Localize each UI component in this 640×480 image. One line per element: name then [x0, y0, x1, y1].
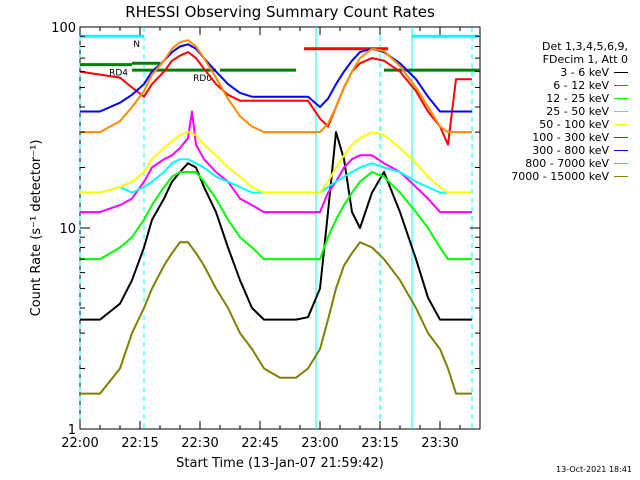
series-line-3-6-kev	[80, 131, 472, 321]
legend-entry-3-6-kev: 3 - 6 keV	[472, 66, 632, 79]
legend-swatch	[614, 150, 628, 151]
legend-entry-label: 25 - 50 keV	[546, 105, 609, 118]
x-tick-label: 23:15	[361, 436, 398, 451]
y-tick-label: 10	[59, 222, 76, 237]
series-line-800-7000-kev	[80, 39, 472, 134]
flag-label-rd4: RD4	[109, 69, 128, 79]
y-axis-ticks: 1 10 100	[51, 21, 480, 438]
legend: Det 1,3,4,5,6,9, FDecim 1, Att 0 3 - 6 k…	[472, 40, 632, 183]
y-tick-label: 100	[51, 21, 76, 36]
x-axis-ticks: 22:00 22:15 22:30 22:45 23:00 23:15 23:30	[61, 27, 481, 451]
x-tick-label: 22:15	[121, 436, 158, 451]
legend-entry-800-7000-kev: 800 - 7000 keV	[472, 157, 632, 170]
x-axis-label: Start Time (13-Jan-07 21:59:42)	[176, 456, 384, 471]
legend-entry-label: 800 - 7000 keV	[525, 157, 609, 170]
x-tick-label: 22:00	[61, 436, 98, 451]
legend-detector-line: Det 1,3,4,5,6,9,	[541, 40, 628, 53]
legend-swatch	[614, 137, 628, 138]
legend-entry-7000-15000-kev: 7000 - 15000 keV	[472, 170, 632, 183]
flag-label-rd0: RD0	[193, 74, 212, 84]
legend-entry-label: 100 - 300 keV	[532, 131, 609, 144]
series-line-7000-15000-kev	[80, 241, 472, 395]
series-lines	[79, 39, 472, 395]
series-line-50-100-kev	[80, 131, 472, 194]
legend-swatch	[614, 176, 628, 177]
legend-entry-100-300-kev: 100 - 300 keV	[472, 131, 632, 144]
legend-decim-line: FDecim 1, Att 0	[542, 53, 628, 66]
series-line-6-12-kev	[80, 110, 472, 214]
flag-label-n: N	[133, 40, 140, 50]
legend-entry-label: 12 - 25 keV	[546, 92, 609, 105]
flag-bars: N RD4 RD0	[80, 34, 480, 84]
series-line-100-300-kev	[79, 51, 472, 146]
legend-swatch	[614, 98, 628, 99]
legend-entry-300-800-kev: 300 - 800 keV	[472, 144, 632, 157]
legend-entries: 3 - 6 keV 6 - 12 keV 12 - 25 keV 25 - 50 ke…	[472, 66, 632, 183]
legend-entry-25-50-kev: 25 - 50 keV	[472, 105, 632, 118]
timestamp: 13-Oct-2021 18:41	[556, 465, 632, 474]
y-axis-label: Count Rate (s⁻¹ detector⁻¹)	[29, 140, 44, 317]
legend-swatch	[614, 163, 628, 164]
legend-entry-label: 6 - 12 keV	[553, 79, 609, 92]
series-line-12-25-kev	[80, 171, 472, 261]
legend-entry-label: 7000 - 15000 keV	[511, 170, 609, 183]
x-tick-label: 22:45	[241, 436, 278, 451]
legend-entry-6-12-kev: 6 - 12 keV	[472, 79, 632, 92]
legend-entry-12-25-kev: 12 - 25 keV	[472, 92, 632, 105]
chart-title: RHESSI Observing Summary Count Rates	[125, 3, 435, 21]
legend-entry-label: 300 - 800 keV	[532, 144, 609, 157]
legend-swatch	[614, 72, 628, 73]
legend-entry-label: 3 - 6 keV	[560, 66, 609, 79]
legend-entry-label: 50 - 100 keV	[539, 118, 609, 131]
legend-swatch	[614, 124, 628, 125]
x-tick-label: 23:30	[421, 436, 458, 451]
legend-swatch	[614, 111, 628, 112]
x-tick-label: 22:30	[181, 436, 218, 451]
y-tick-label: 1	[68, 423, 76, 438]
x-tick-label: 23:00	[301, 436, 338, 451]
legend-swatch	[614, 85, 628, 86]
legend-entry-50-100-kev: 50 - 100 keV	[472, 118, 632, 131]
